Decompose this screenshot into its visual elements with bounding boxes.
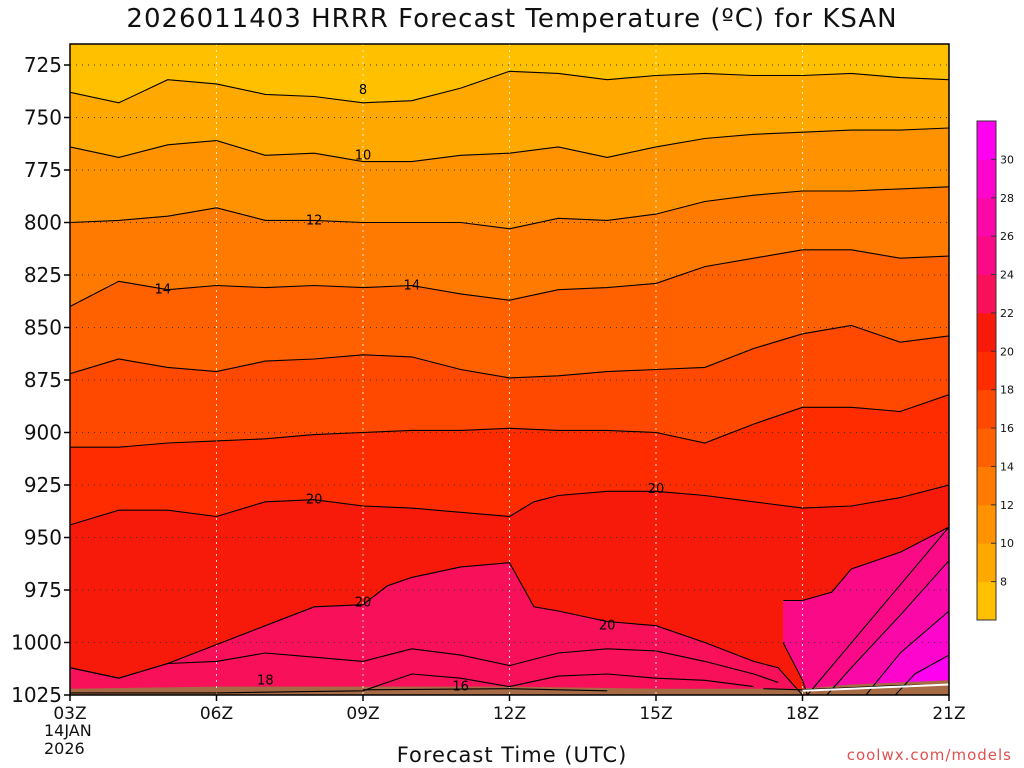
y-axis: 725 750 775 800 825 850 875 900 925 950 975 1000 102…: [11, 53, 70, 707]
y-tick-label: 850: [24, 316, 62, 340]
y-tick-label: 1000: [11, 631, 62, 655]
x-tick-label: 15Z: [639, 704, 672, 724]
colorbar-swatch: [977, 312, 996, 352]
contour-label: 14: [155, 283, 172, 298]
x-tick-label: 21Z: [932, 704, 965, 724]
contour-label: 8: [359, 83, 367, 98]
x-tick-label: 18Z: [786, 704, 819, 724]
x-tick-label: 12Z: [493, 704, 526, 724]
colorbar-swatch: [977, 428, 996, 467]
colorbar-label: 14: [1000, 460, 1014, 473]
contour-label: 18: [257, 673, 274, 688]
fill-band-6: [70, 44, 949, 65]
contour-line-20: [70, 484, 949, 526]
contour-line-30: [894, 654, 949, 695]
contour-label-layer: 8 10 12 14 14 20 20 20 20 18 16: [155, 83, 665, 694]
y-tick-label: 975: [24, 578, 62, 602]
contour-label: 20: [355, 596, 372, 611]
contour-label: 20: [648, 482, 665, 497]
chart-title: 2026011403 HRRR Forecast Temperature (ºC…: [126, 4, 898, 34]
y-tick-label: 875: [24, 368, 62, 392]
contour-line-24: [782, 526, 949, 695]
colorbar-swatch: [977, 274, 996, 314]
colorbar-swatch: [977, 159, 996, 199]
x-axis: 03Z 06Z 09Z 12Z 15Z 18Z 21Z: [53, 695, 966, 724]
contour-line-22: [70, 562, 949, 695]
colorbar-label: 30: [1000, 153, 1014, 166]
y-tick-label: 950: [24, 526, 62, 550]
colorbar-label: 20: [1000, 345, 1014, 358]
y-tick-label: 825: [24, 263, 62, 287]
contour-label: 12: [306, 213, 323, 228]
colorbar-label: 8: [1000, 576, 1007, 589]
colorbar-label: 12: [1000, 499, 1014, 512]
colorbar-label: 28: [1000, 192, 1014, 205]
date-label-day: 14JAN: [44, 721, 92, 740]
x-tick-label: 09Z: [346, 704, 379, 724]
x-axis-label: Forecast Time (UTC): [396, 743, 628, 767]
date-label: 14JAN 2026: [44, 722, 92, 758]
colorbar-label: 16: [1000, 422, 1014, 435]
contour-label: 10: [355, 148, 372, 163]
colorbar-label: 22: [1000, 307, 1014, 320]
colorbar-swatch: [977, 236, 996, 276]
y-tick-label: 750: [24, 106, 62, 130]
x-tick-label: 03Z: [53, 704, 86, 724]
y-tick-label: 725: [24, 53, 62, 77]
contour-line-28: [865, 610, 949, 695]
contour-label: 16: [452, 680, 469, 695]
y-tick-label: 1025: [11, 683, 62, 707]
x-tick-label: 06Z: [200, 704, 233, 724]
colorbar-label: 26: [1000, 230, 1014, 243]
y-tick-label: 775: [24, 158, 62, 182]
colorbar-swatch: [977, 466, 996, 506]
contour-line-8: [70, 70, 949, 104]
y-tick-label: 925: [24, 473, 62, 497]
colorbar-label: 18: [1000, 384, 1014, 397]
date-label-year: 2026: [44, 739, 85, 758]
contour-label: 14: [404, 279, 421, 294]
contour-line-surface-1: [70, 673, 754, 694]
colorbar-swatch: [977, 121, 996, 160]
contour-line-10: [70, 127, 949, 163]
y-tick-label: 800: [24, 211, 62, 235]
y-tick-label: 900: [24, 421, 62, 445]
site-credit: coolwx.com/models: [846, 746, 1012, 764]
colorbar-swatch: [977, 389, 996, 429]
contour-label: 20: [306, 493, 323, 508]
colorbar-swatch: [977, 581, 996, 621]
colorbar-swatch: [977, 351, 996, 391]
contour-line-14: [70, 249, 949, 307]
colorbar-label: 10: [1000, 537, 1014, 550]
contour-line-surface-0: [70, 648, 779, 683]
surface-highlight: [802, 683, 949, 692]
contour-line-12: [70, 186, 949, 230]
contour-label: 20: [599, 619, 616, 634]
colorbar-frame: [976, 120, 997, 621]
colorbar-swatch: [977, 197, 996, 237]
contour-line-surface-2: [362, 688, 608, 692]
colorbar-swatch: [977, 504, 996, 544]
colorbar-label: 24: [1000, 269, 1014, 282]
contour-line-18: [70, 394, 949, 448]
contour-line-layer: [70, 70, 949, 695]
fill-band-22: [70, 562, 949, 695]
colorbar: 8 10 12 14 16 18 20 22 24 26 28 30: [976, 120, 1014, 621]
colorbar-swatch: [977, 543, 996, 583]
contour-line-16: [70, 324, 949, 379]
contour-line-26: [826, 560, 949, 695]
